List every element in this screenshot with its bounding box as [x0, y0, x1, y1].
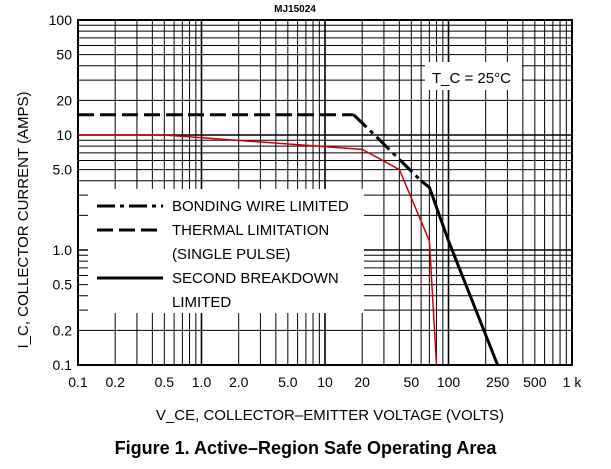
x-tick-label: 500 — [523, 374, 547, 390]
legend-label: BONDING WIRE LIMITED — [172, 198, 349, 215]
legend: BONDING WIRE LIMITED THERMAL LIMITATION (S… — [88, 189, 364, 313]
x-tick-label: 2.0 — [229, 374, 249, 390]
x-tick-label: 20 — [354, 374, 370, 390]
legend-label: THERMAL LIMITATION — [172, 222, 329, 239]
y-tick-label: 0.5 — [53, 277, 73, 293]
x-tick-label: 250 — [486, 374, 510, 390]
series-line-solid-3 — [78, 134, 438, 366]
x-axis-label: V_CE, COLLECTOR–EMITTER VOLTAGE (VOLTS) — [156, 407, 504, 424]
legend-label: SECOND BREAKDOWN — [172, 270, 339, 287]
y-tick-label: 20 — [56, 92, 72, 108]
temperature-text: T_C = 25°C — [432, 70, 511, 87]
y-tick-label: 100 — [49, 12, 73, 28]
x-tick-label: 0.1 — [68, 374, 88, 390]
temperature-annotation: T_C = 25°C — [425, 62, 522, 90]
x-tick-label: 50 — [404, 374, 420, 390]
y-axis-label: I_C, COLLECTOR CURRENT (AMPS) — [15, 92, 32, 349]
x-tick-label: 1.0 — [192, 374, 212, 390]
x-tick-label: 5.0 — [278, 374, 298, 390]
y-tick-label: 10 — [56, 127, 72, 143]
y-tick-label: 1.0 — [53, 242, 73, 258]
series-line-dash-dot-1 — [352, 113, 423, 182]
tick-labels: 0.1 0.2 0.5 1.0 2.0 5.0 10 20 50 100 250 500 1 k 0.1 0… — [49, 12, 583, 390]
chart-marks — [78, 113, 499, 366]
chart-title: MJ15024 — [274, 4, 316, 15]
x-tick-label: 10 — [317, 374, 333, 390]
x-tick-label: 0.2 — [105, 374, 125, 390]
y-tick-label: 5.0 — [53, 162, 73, 178]
figure-caption: Figure 1. Active–Region Safe Operating A… — [114, 438, 497, 458]
legend-box — [88, 189, 364, 313]
x-tick-label: 0.5 — [155, 374, 175, 390]
legend-label: LIMITED — [172, 294, 231, 311]
legend-label: (SINGLE PULSE) — [172, 246, 290, 263]
series-line-solid-2 — [420, 179, 499, 366]
y-tick-label: 0.2 — [53, 322, 73, 338]
x-tick-label: 100 — [437, 374, 461, 390]
x-tick-label: 1 k — [563, 374, 583, 390]
y-tick-label: 50 — [56, 47, 72, 63]
y-tick-label: 0.1 — [53, 357, 73, 373]
